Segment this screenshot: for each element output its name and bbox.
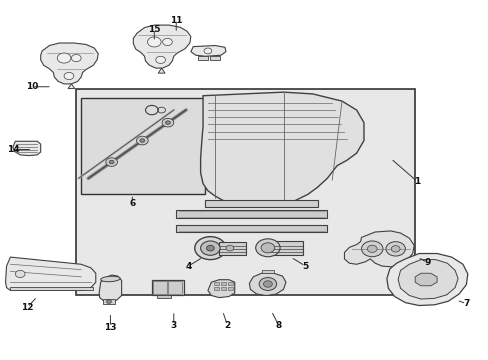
Circle shape (194, 237, 225, 260)
Circle shape (200, 241, 220, 255)
Polygon shape (344, 231, 413, 267)
Bar (227, 282, 232, 285)
Text: 1: 1 (414, 177, 420, 186)
Polygon shape (99, 275, 122, 302)
Ellipse shape (101, 276, 120, 282)
Polygon shape (249, 273, 285, 296)
Bar (214, 282, 219, 285)
Circle shape (259, 278, 276, 291)
Text: 13: 13 (104, 323, 117, 332)
Text: 9: 9 (423, 258, 429, 267)
Circle shape (106, 300, 111, 303)
Text: 7: 7 (462, 299, 468, 308)
Circle shape (57, 53, 71, 63)
Circle shape (140, 139, 144, 142)
Circle shape (385, 242, 405, 256)
Bar (271, 241, 303, 255)
Bar (261, 270, 273, 273)
Bar (176, 210, 327, 218)
Polygon shape (397, 260, 457, 299)
Text: 14: 14 (6, 145, 19, 154)
Text: 10: 10 (26, 82, 39, 91)
Circle shape (263, 281, 272, 287)
Polygon shape (190, 45, 225, 56)
Circle shape (225, 245, 233, 251)
Text: 11: 11 (170, 16, 182, 25)
Text: 6: 6 (129, 199, 135, 208)
Polygon shape (414, 273, 436, 286)
Polygon shape (68, 84, 75, 89)
Polygon shape (41, 43, 98, 84)
Bar (81, 98, 205, 194)
Text: 12: 12 (21, 303, 34, 312)
Text: 15: 15 (148, 25, 160, 34)
Circle shape (156, 56, 165, 63)
Bar (103, 300, 115, 304)
Bar (76, 89, 414, 295)
Bar (198, 56, 207, 60)
Polygon shape (207, 280, 234, 298)
Circle shape (15, 270, 25, 278)
Bar (157, 295, 171, 298)
Text: 2: 2 (224, 321, 230, 330)
Polygon shape (133, 25, 190, 68)
Polygon shape (13, 141, 41, 156)
Bar (176, 225, 327, 232)
Circle shape (203, 48, 211, 54)
Bar (152, 280, 183, 296)
Polygon shape (200, 92, 363, 206)
Bar (168, 282, 182, 294)
Bar (227, 287, 232, 290)
Circle shape (206, 245, 214, 251)
Circle shape (64, 72, 74, 80)
Circle shape (261, 243, 274, 253)
Bar (10, 287, 93, 291)
Circle shape (136, 136, 148, 145)
Bar (153, 282, 166, 294)
Bar (205, 201, 317, 207)
Circle shape (361, 241, 382, 257)
Bar (221, 287, 225, 290)
Bar (210, 56, 220, 60)
Bar (219, 242, 245, 255)
Bar (214, 287, 219, 290)
Text: 5: 5 (302, 262, 308, 271)
Circle shape (366, 245, 376, 252)
Circle shape (162, 118, 173, 127)
Text: 3: 3 (170, 321, 177, 330)
Polygon shape (5, 257, 96, 291)
Circle shape (390, 246, 399, 252)
Text: 4: 4 (185, 262, 191, 271)
Circle shape (165, 121, 170, 125)
Circle shape (105, 158, 117, 166)
Bar (221, 282, 225, 285)
Polygon shape (386, 253, 467, 306)
Circle shape (162, 39, 172, 45)
Circle shape (109, 160, 114, 164)
Circle shape (71, 54, 81, 62)
Circle shape (147, 37, 161, 47)
Polygon shape (158, 68, 164, 73)
Circle shape (255, 239, 280, 257)
Text: 8: 8 (275, 321, 281, 330)
